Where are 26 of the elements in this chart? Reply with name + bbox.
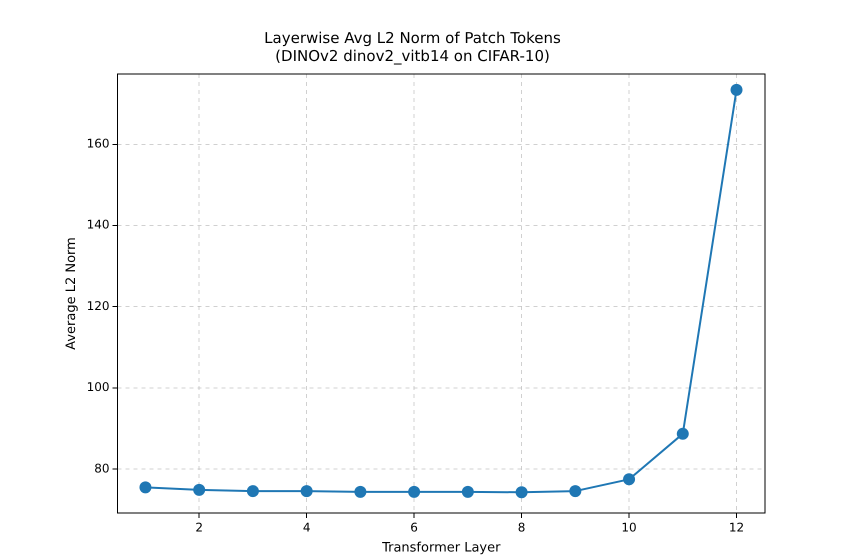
y-axis-title: Average L2 Norm — [64, 237, 80, 350]
x-tick-label: 4 — [302, 520, 310, 534]
x-axis-title: Transformer Layer — [381, 540, 502, 556]
point — [569, 485, 582, 498]
x-tick-label: 2 — [195, 520, 203, 534]
y-tick-label: 80 — [94, 461, 110, 476]
x-tick-label: 6 — [410, 520, 418, 534]
x-tick-label: 8 — [518, 520, 526, 534]
y-tick-label: 160 — [86, 136, 110, 150]
y-tick-label: 140 — [86, 218, 110, 232]
point — [516, 486, 528, 498]
point — [193, 484, 206, 496]
point — [730, 84, 743, 96]
y-tick-label: 100 — [86, 380, 110, 394]
point — [300, 485, 313, 498]
point — [354, 486, 366, 498]
y-tick-label: 120 — [86, 298, 110, 313]
point — [246, 485, 259, 498]
point — [623, 473, 636, 486]
point — [676, 428, 689, 440]
point — [139, 481, 152, 494]
point — [462, 486, 474, 498]
x-tick-label: 12 — [728, 520, 744, 534]
x-tick-label: 10 — [621, 520, 637, 534]
chart-title: Layerwise Avg L2 Norm of Patch Tokens (DINOv2 dinov2_vitb14 on CIFAR-10) — [264, 28, 562, 65]
point — [408, 486, 420, 498]
